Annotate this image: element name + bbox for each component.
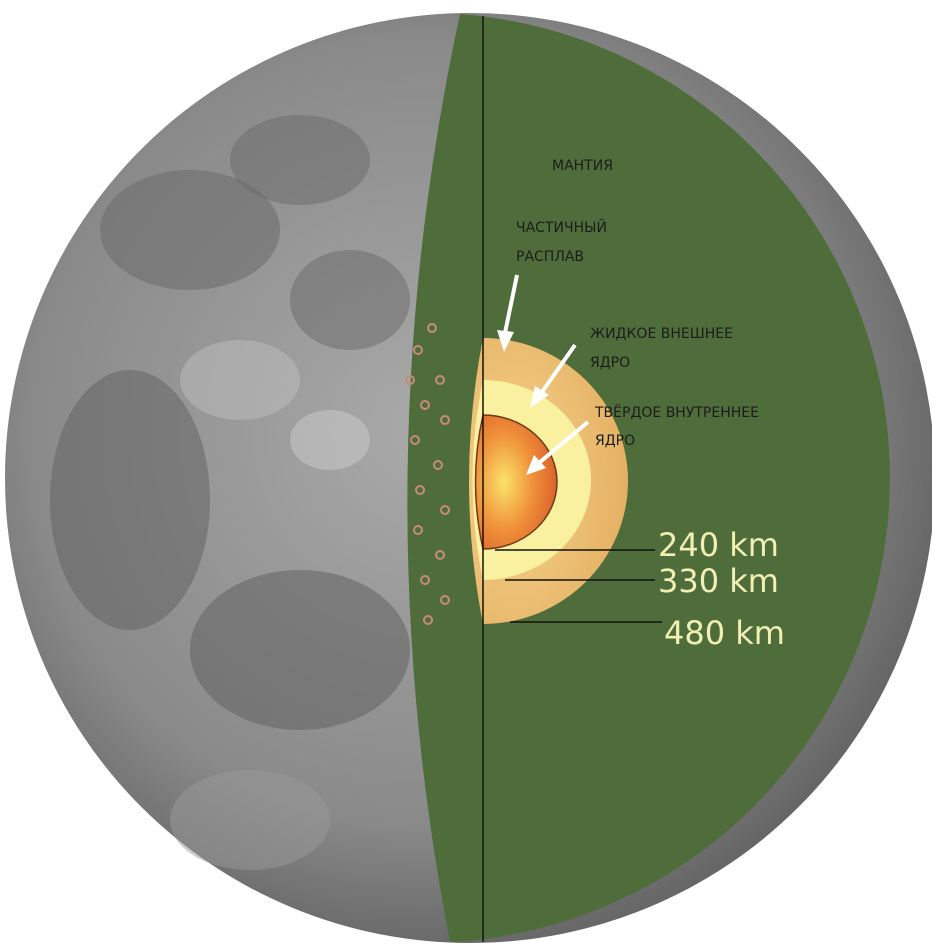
label: ЖИДКОЕ ВНЕШНЕЕ: [590, 326, 733, 342]
mantle-cut: [407, 14, 890, 942]
label: ЯДРО: [595, 433, 635, 449]
label: ЧАСТИЧНЫЙ: [516, 218, 607, 236]
melt-bubbles: [405, 323, 450, 625]
radius-label: 240 km: [658, 526, 779, 564]
label: ТВЁРДОЕ ВНУТРЕННЕЕ: [594, 403, 759, 421]
arrows: [497, 274, 590, 475]
radius-label: 480 km: [664, 614, 785, 652]
label: МАНТИЯ: [552, 158, 613, 174]
inner-core-layer: [474, 414, 558, 550]
radius-label: 330 km: [658, 562, 779, 600]
label: РАСПЛАВ: [516, 249, 584, 265]
radius-lines: [495, 549, 662, 623]
label: ЯДРО: [590, 355, 630, 371]
